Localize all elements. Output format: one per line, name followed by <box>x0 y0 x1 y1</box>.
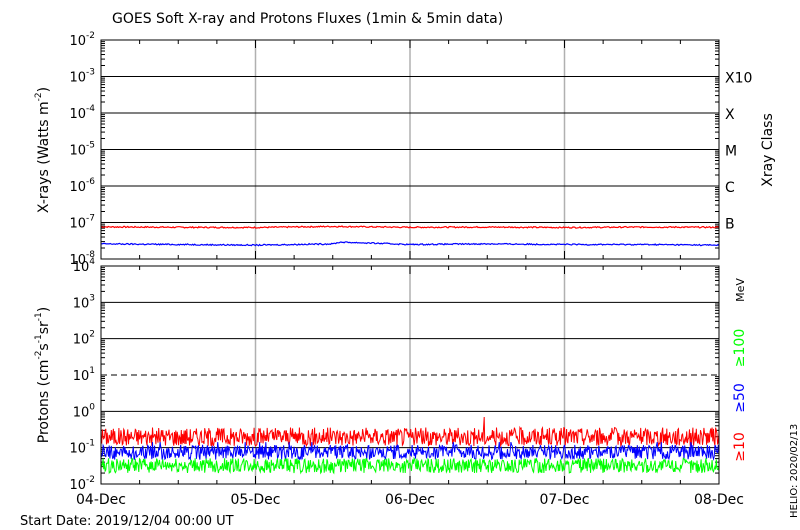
chart-title: GOES Soft X-ray and Protons Fluxes (1min… <box>112 11 503 27</box>
side-stamp: HELIO: 2020/02/13 <box>789 424 800 518</box>
y-tick-label: 10-1 <box>69 439 95 457</box>
xray-class-axis-label: Xray Class <box>760 113 776 187</box>
proton-panel: 104 103 102 101 100 10-1 10-2 ≥10 ≥50 ≥100 MeV Prot… <box>34 257 748 493</box>
y-tick-label: 10-2 <box>69 31 95 49</box>
xray-class-label: X <box>725 107 735 123</box>
xray-class-label: X10 <box>725 71 752 87</box>
proton-legend-label: ≥100 <box>732 329 748 367</box>
y-tick-label: 100 <box>73 402 96 420</box>
proton-series-line <box>100 416 720 448</box>
x-tick-label: 05-Dec <box>231 492 281 508</box>
xray-series-line <box>100 241 720 247</box>
xray-class-label: M <box>725 144 737 160</box>
proton-series-line <box>100 457 720 475</box>
xray-series-line <box>100 225 720 229</box>
proton-legend-label: ≥10 <box>732 432 748 462</box>
y-tick-label: 10-7 <box>69 214 95 232</box>
xray-panel: 10-2 10-3 10-4 10-5 10-6 10-7 10-8 X10 X M C B Xray … <box>34 31 776 268</box>
y-tick-label: 102 <box>73 330 95 348</box>
y-tick-label: 10-6 <box>69 177 95 195</box>
y-tick-label: 10-4 <box>69 104 95 122</box>
x-axis: 04-Dec 05-Dec 06-Dec 07-Dec 08-Dec <box>76 492 744 508</box>
xray-class-label: B <box>725 217 735 233</box>
x-tick-label: 07-Dec <box>540 492 590 508</box>
y-tick-label: 101 <box>73 366 95 384</box>
x-tick-label: 06-Dec <box>385 492 435 508</box>
y-tick-label: 10-2 <box>69 475 95 493</box>
proton-legend-label: ≥50 <box>732 383 748 413</box>
y-tick-label: 104 <box>73 257 96 275</box>
y-tick-label: 10-5 <box>69 141 95 159</box>
xray-class-label: C <box>725 180 735 196</box>
start-date: Start Date: 2019/12/04 00:00 UT <box>20 514 234 529</box>
proton-series-line <box>100 441 720 462</box>
proton-unit-label: MeV <box>734 278 747 302</box>
y-tick-label: 10-8 <box>69 250 95 268</box>
xray-y-axis-label: X-rays (Watts m-2) <box>34 87 52 213</box>
y-tick-label: 10-3 <box>69 68 95 86</box>
x-tick-label: 08-Dec <box>694 492 744 508</box>
x-tick-label: 04-Dec <box>76 492 126 508</box>
y-tick-label: 103 <box>73 293 95 311</box>
proton-y-axis-label: Protons (cm-2s-1sr-1) <box>34 307 52 443</box>
